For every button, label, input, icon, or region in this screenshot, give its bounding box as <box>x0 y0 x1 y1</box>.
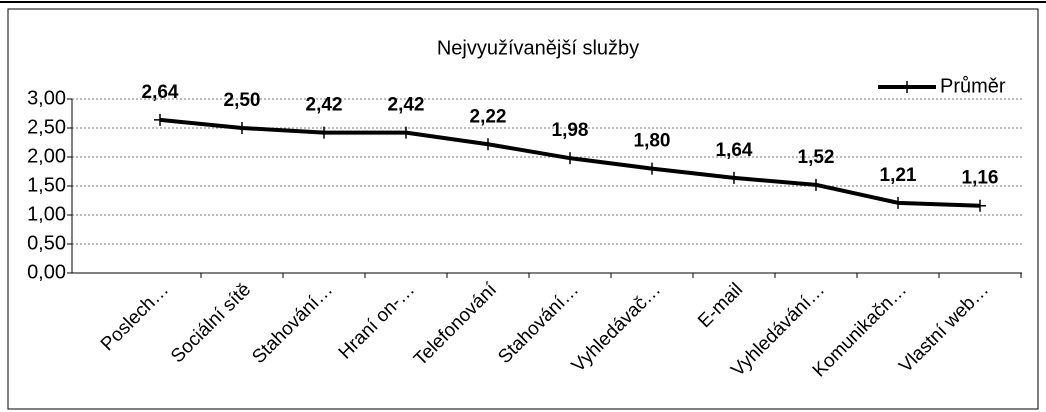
data-label: 2,64 <box>142 82 179 103</box>
data-label: 1,64 <box>716 140 753 161</box>
marker <box>236 122 248 134</box>
marker <box>400 126 412 139</box>
marker <box>564 152 576 165</box>
y-tick-label: 1,50 <box>27 174 66 196</box>
marker <box>810 178 822 191</box>
marker <box>482 138 494 151</box>
data-label: 2,22 <box>470 106 507 127</box>
y-tick-label: 0,00 <box>27 261 66 283</box>
legend-marker <box>901 81 913 93</box>
marker <box>154 113 166 126</box>
data-label: 2,42 <box>388 95 425 116</box>
marker <box>318 126 330 139</box>
legend-label: Průměr <box>940 75 1006 97</box>
y-tick-label: 2,50 <box>27 116 66 138</box>
chart-title: Nejvyužívanější služby <box>437 37 639 59</box>
chart-frame <box>7 8 1039 410</box>
marker <box>892 196 904 209</box>
y-tick-label: 0,50 <box>27 232 66 254</box>
y-tick-label: 3,00 <box>27 87 66 109</box>
data-label: 1,52 <box>798 147 835 168</box>
data-label: 1,21 <box>880 165 917 186</box>
marker <box>974 199 986 212</box>
data-label: 1,98 <box>552 120 589 141</box>
marker <box>728 171 740 184</box>
data-label: 1,16 <box>962 168 999 189</box>
marker <box>646 162 658 175</box>
y-tick-label: 2,00 <box>27 145 66 167</box>
y-tick-label: 1,00 <box>27 203 66 225</box>
data-label: 2,42 <box>306 95 343 116</box>
data-label: 1,80 <box>634 131 671 152</box>
data-label: 2,50 <box>224 90 261 111</box>
